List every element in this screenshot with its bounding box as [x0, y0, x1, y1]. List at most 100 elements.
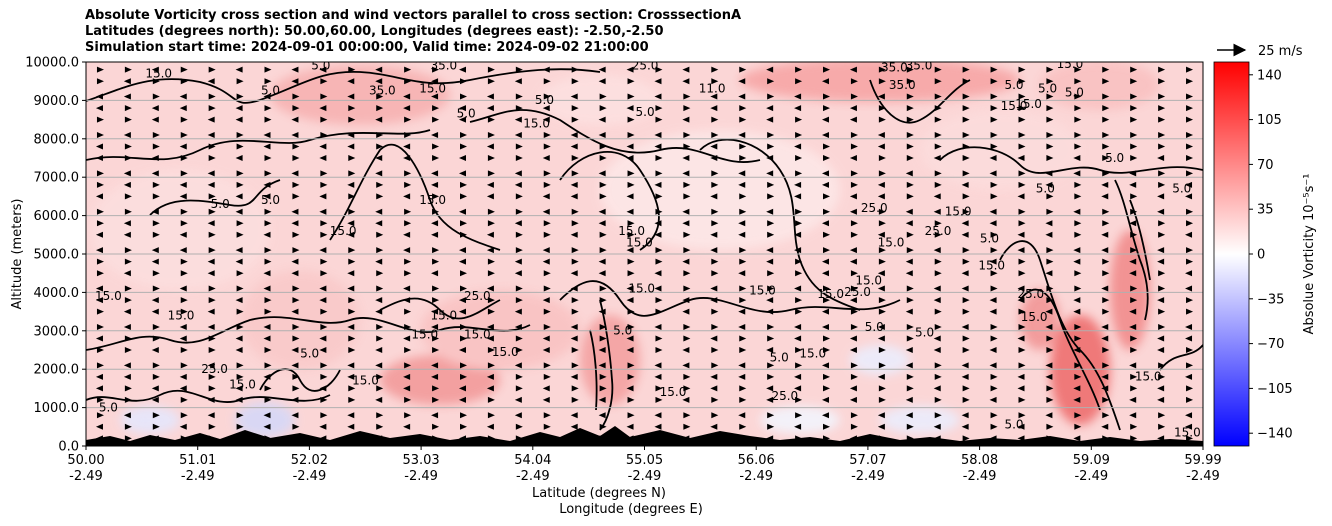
wind-vector: [347, 78, 355, 85]
wind-vector: [459, 93, 467, 100]
wind-vector: [403, 335, 411, 342]
wind-vector: [431, 373, 439, 380]
wind-vector: [263, 323, 271, 330]
wind-vector: [934, 270, 942, 277]
wind-vector: [1101, 385, 1109, 392]
wind-vector: [291, 270, 299, 277]
wind-vector: [961, 423, 969, 430]
wind-vector: [1158, 66, 1166, 73]
wind-vector: [683, 323, 691, 330]
wind-vector: [515, 373, 523, 380]
wind-vector: [347, 323, 355, 330]
wind-vector: [347, 285, 355, 292]
wind-vector: [152, 362, 160, 369]
wind-vector: [124, 396, 132, 403]
wind-vector: [124, 143, 132, 150]
wind-vector: [96, 78, 104, 85]
wind-vector: [515, 143, 523, 150]
wind-vector: [710, 93, 718, 100]
wind-vector: [348, 385, 356, 392]
wind-vector: [292, 143, 300, 150]
wind-vector: [515, 105, 523, 112]
wind-vector: [1046, 193, 1054, 200]
wind-vector: [1129, 323, 1137, 330]
wind-vector: [823, 347, 831, 353]
wind-vector: [1074, 220, 1082, 227]
wind-vector: [626, 297, 634, 304]
wind-vector: [767, 323, 775, 330]
wind-vector: [878, 220, 886, 227]
wind-vector: [906, 297, 914, 304]
wind-vector: [263, 270, 271, 277]
wind-vector: [961, 285, 969, 292]
wind-vector: [95, 297, 103, 304]
wind-vector: [375, 78, 383, 85]
wind-vector: [905, 258, 913, 265]
wind-vector: [933, 297, 941, 304]
wind-vector: [599, 385, 607, 392]
wind-vector: [151, 297, 159, 304]
contour-label: 15.0: [878, 235, 905, 249]
wind-vector: [1018, 323, 1026, 330]
wind-vector: [291, 66, 299, 73]
contour-label: 25.0: [1017, 287, 1044, 301]
wind-vector: [1129, 220, 1137, 227]
wind-vector: [348, 335, 356, 342]
wind-vector: [1073, 308, 1081, 315]
wind-vector: [849, 347, 857, 353]
wind-vector: [570, 323, 578, 330]
wind-vector: [767, 373, 775, 380]
wind-vector: [403, 155, 411, 161]
wind-vector: [320, 396, 328, 403]
wind-vector: [654, 78, 662, 85]
wind-vector: [739, 105, 747, 112]
wind-vector: [599, 335, 607, 342]
wind-vector: [431, 131, 439, 138]
wind-vector: [850, 362, 858, 369]
contour-label: 5.0: [865, 320, 884, 334]
wind-vector: [627, 93, 635, 100]
wind-vector: [711, 116, 719, 123]
wind-vector: [486, 385, 494, 392]
wind-vector: [96, 258, 104, 265]
wind-vector: [878, 297, 886, 304]
wind-vector: [235, 335, 243, 342]
wind-vector: [1102, 220, 1110, 227]
colorbar-tick-label: 140: [1257, 68, 1282, 83]
wind-vector: [207, 412, 215, 419]
wind-vector: [766, 66, 774, 73]
colorbar-tick-label: 105: [1257, 113, 1282, 128]
x-tick-label-lat: 59.99: [1184, 453, 1221, 468]
wind-vector: [207, 308, 215, 315]
wind-vector: [347, 362, 355, 369]
wind-vector: [1018, 396, 1026, 403]
wind-vector: [542, 105, 550, 112]
contour-label: 15.0: [1015, 97, 1042, 111]
wind-vector: [1186, 116, 1194, 123]
wind-vector: [823, 285, 831, 292]
wind-vector: [207, 170, 215, 177]
wind-vector: [348, 308, 356, 315]
wind-vector: [348, 105, 356, 112]
wind-vector: [264, 297, 272, 304]
contour-label: 15.0: [799, 347, 826, 361]
wind-vector: [655, 347, 663, 353]
wind-vector: [403, 285, 411, 292]
wind-vector: [1186, 435, 1194, 442]
wind-vector: [542, 208, 550, 215]
wind-vector: [766, 347, 774, 353]
wind-vector: [348, 247, 356, 254]
wind-vector: [404, 66, 412, 73]
wind-vector: [319, 385, 327, 392]
wind-vector: [542, 247, 550, 254]
wind-vector: [319, 247, 327, 254]
wind-vector: [767, 93, 775, 100]
contour-label: 25.0: [861, 201, 888, 215]
wind-vector: [934, 362, 942, 369]
wind-vector: [179, 231, 187, 238]
wind-vector: [404, 412, 412, 419]
wind-vector: [292, 105, 300, 112]
wind-vector: [1074, 335, 1082, 342]
wind-vector: [795, 412, 803, 419]
